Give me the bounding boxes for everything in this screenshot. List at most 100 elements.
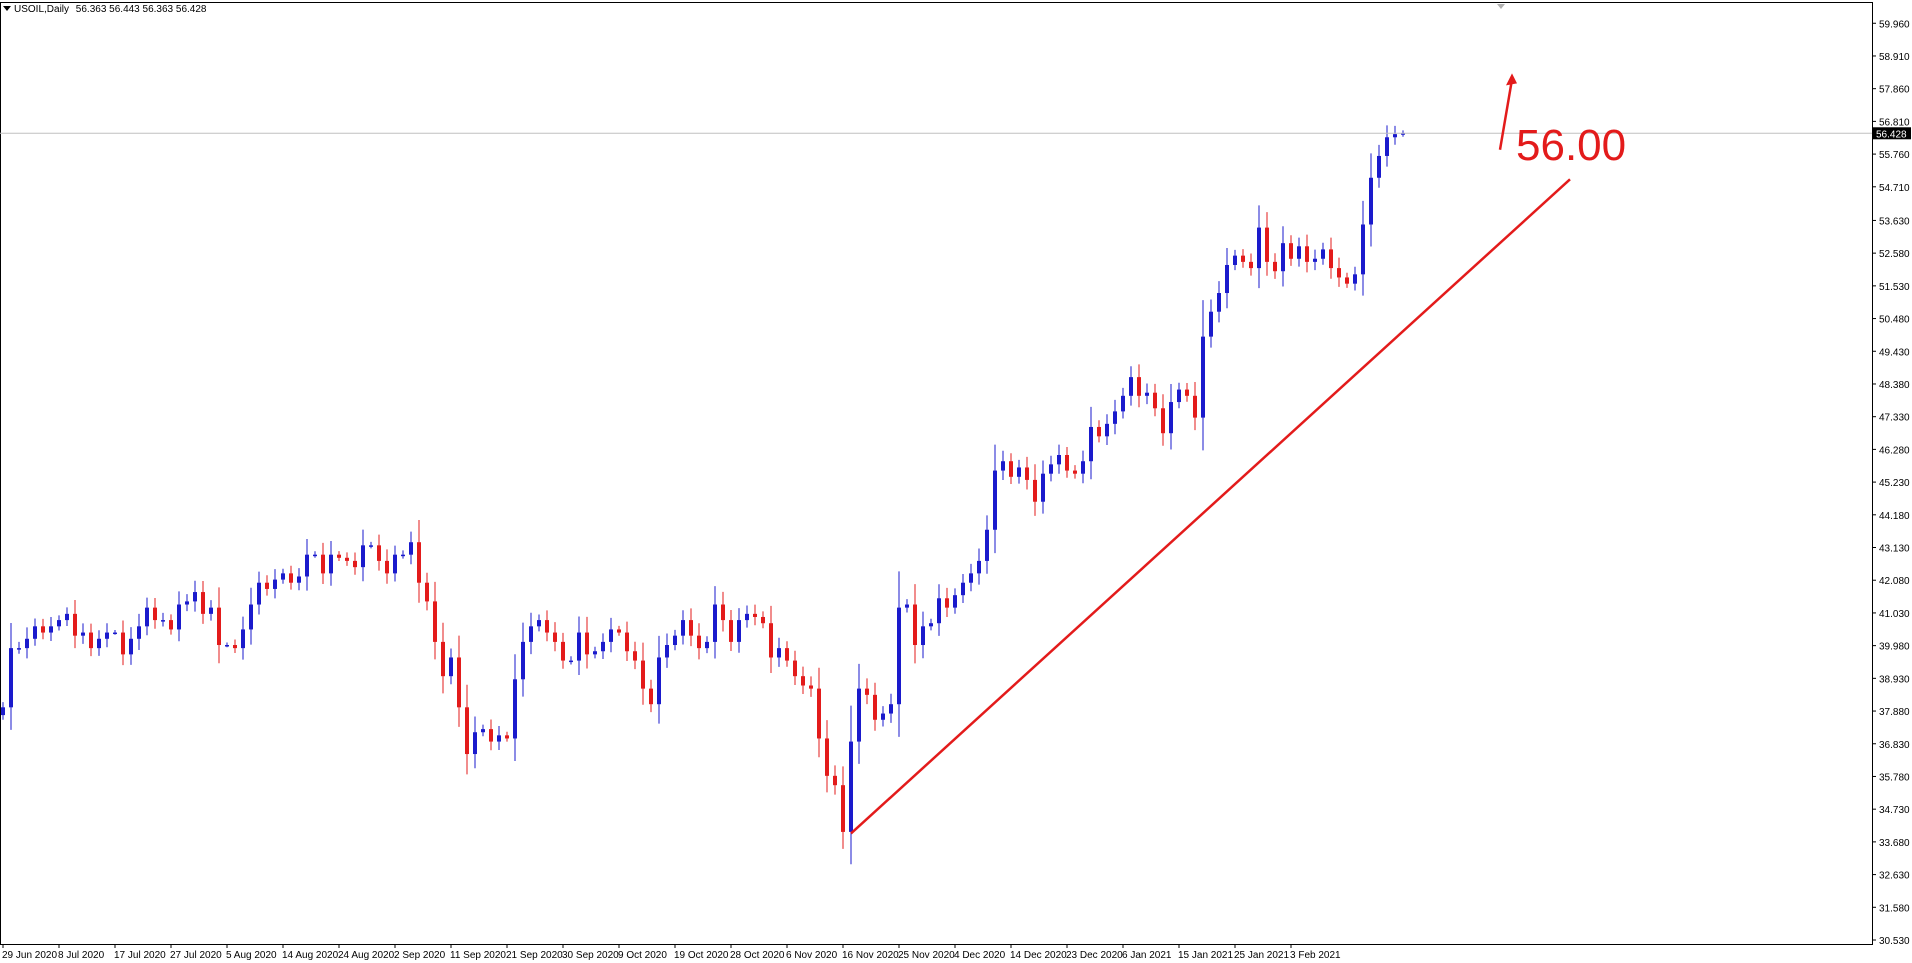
y-tick-label: 58.910: [1879, 52, 1910, 63]
candle-body: [1017, 467, 1021, 477]
candle: [945, 587, 949, 618]
candle-body: [393, 554, 397, 574]
candle: [729, 609, 733, 652]
x-tick-label: 29 Jun 2020: [2, 950, 57, 961]
y-tick-label: 45.230: [1879, 478, 1910, 489]
symbol-label: USOIL,Daily: [14, 4, 70, 15]
candle: [33, 618, 37, 646]
candle: [1129, 366, 1133, 406]
candle-body: [593, 651, 597, 655]
candle: [745, 605, 749, 628]
candle-body: [705, 641, 709, 649]
candle: [153, 597, 157, 629]
candle-body: [945, 598, 949, 608]
candle: [409, 531, 413, 565]
candle: [817, 667, 821, 758]
candle-body: [297, 576, 301, 583]
candle: [1081, 450, 1085, 484]
y-tick-label: 54.710: [1879, 183, 1910, 194]
candle: [649, 679, 653, 713]
x-tick-label: 19 Oct 2020: [674, 950, 729, 961]
candle-body: [641, 660, 645, 689]
candle: [673, 629, 677, 651]
candle-body: [849, 741, 853, 832]
x-tick-label: 25 Jan 2021: [1234, 950, 1289, 961]
candle: [1217, 281, 1221, 323]
candle: [225, 642, 229, 648]
candle: [1273, 253, 1277, 279]
x-tick-label: 15 Jan 2021: [1178, 950, 1233, 961]
candle-body: [1337, 268, 1341, 278]
y-tick-label: 32.630: [1879, 871, 1910, 882]
candle-body: [1097, 426, 1101, 437]
candle-body: [321, 554, 325, 574]
candle-body: [81, 632, 85, 636]
y-tick-label: 51.530: [1879, 282, 1910, 293]
candle: [177, 591, 181, 642]
candle: [465, 684, 469, 775]
candle-body: [713, 604, 717, 642]
candle-body: [825, 738, 829, 776]
candle-body: [209, 607, 213, 614]
candle-body: [1361, 224, 1365, 275]
candle-body: [361, 545, 365, 568]
candle: [25, 627, 29, 659]
candle: [1361, 200, 1365, 296]
candle-body: [1129, 377, 1133, 396]
candle: [433, 581, 437, 660]
candle-body: [1321, 249, 1325, 259]
candle-body: [529, 626, 533, 642]
candle: [73, 600, 77, 649]
candle: [241, 616, 245, 660]
window-menu-triangle-icon[interactable]: [3, 6, 11, 11]
x-tick-label: 4 Dec 2020: [954, 950, 1006, 961]
candle-body: [1297, 246, 1301, 259]
candle: [1009, 453, 1013, 484]
candle: [1041, 460, 1045, 514]
candle: [1249, 253, 1253, 276]
candle-body: [961, 582, 965, 596]
y-tick-label: 44.180: [1879, 511, 1910, 522]
candle: [657, 635, 661, 724]
candle: [761, 611, 765, 629]
trend-line: [850, 178, 1571, 835]
y-tick-label: 37.880: [1879, 707, 1910, 718]
candle: [305, 538, 309, 591]
candle-body: [697, 635, 701, 649]
candle: [1145, 383, 1149, 405]
y-tick-label: 48.380: [1879, 380, 1910, 391]
candle: [481, 724, 485, 737]
x-tick-label: 23 Dec 2020: [1066, 950, 1123, 961]
candle: [1065, 447, 1069, 478]
candle-body: [817, 688, 821, 739]
candle-body: [385, 560, 389, 574]
candle: [841, 766, 845, 849]
candle: [1169, 383, 1173, 450]
candle: [601, 633, 605, 659]
candle-body: [489, 729, 493, 742]
candle: [105, 623, 109, 648]
candle-body: [201, 592, 205, 614]
candle: [849, 705, 853, 865]
candle-body: [865, 688, 869, 695]
x-tick-label: 3 Feb 2021: [1290, 950, 1341, 961]
candle: [1329, 237, 1333, 279]
candle: [961, 573, 965, 604]
candle: [929, 618, 933, 631]
candle: [65, 607, 69, 626]
candle: [881, 706, 885, 727]
candle-body: [497, 735, 501, 742]
candle: [401, 550, 405, 559]
candle-body: [1185, 389, 1189, 396]
candle-body: [233, 645, 237, 649]
candle-body: [1065, 454, 1069, 471]
candle-body: [857, 688, 861, 742]
candle-body: [569, 660, 573, 663]
candle: [1233, 249, 1237, 271]
candle: [1385, 125, 1389, 167]
candle-body: [689, 620, 693, 636]
candle: [665, 633, 669, 668]
candle-body: [905, 604, 909, 608]
